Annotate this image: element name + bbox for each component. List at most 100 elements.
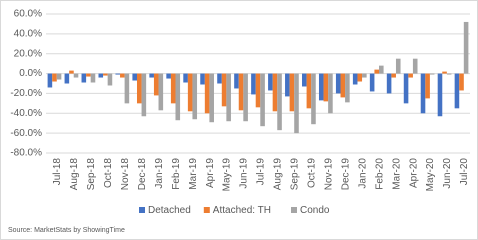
bar <box>136 73 142 104</box>
bar <box>183 73 188 83</box>
bar <box>170 73 176 104</box>
bar <box>98 73 104 78</box>
bar <box>328 73 333 114</box>
bar <box>379 65 384 74</box>
x-tick-label: Aug-19 <box>273 158 284 191</box>
x-tick-label: Apr-19 <box>205 158 216 188</box>
legend-swatch <box>203 207 210 213</box>
bar <box>459 73 464 91</box>
bar <box>103 73 108 76</box>
bar <box>158 73 164 111</box>
bar <box>463 21 469 74</box>
bar <box>335 73 341 94</box>
x-tick-label: Sep-18 <box>86 158 97 191</box>
bar <box>357 73 363 82</box>
bar <box>124 73 130 104</box>
bar <box>234 73 239 89</box>
x-tick-label: Jan-20 <box>357 158 368 189</box>
x-tick-label: Feb-20 <box>374 158 385 190</box>
legend-label: Attached: TH <box>213 205 271 216</box>
bar <box>306 73 312 109</box>
bar <box>285 73 290 97</box>
y-tick-label: 60.0% <box>14 9 42 20</box>
bar <box>311 73 316 125</box>
bar <box>251 73 256 95</box>
bar <box>352 73 358 85</box>
bar <box>425 73 430 99</box>
x-tick-label: Nov-19 <box>323 158 334 191</box>
source-note: Source: MarketStats by ShowingTime <box>8 227 125 234</box>
y-tick-label: -40.0% <box>10 108 42 119</box>
bar <box>437 73 443 117</box>
legend-swatch <box>139 207 145 213</box>
bar <box>243 73 248 122</box>
x-tick-label: Apr-20 <box>408 158 419 188</box>
bar <box>408 73 413 78</box>
bar <box>277 73 282 131</box>
x-tick-label: Mar-19 <box>188 158 199 190</box>
bar <box>64 73 70 84</box>
x-tick-label: Jul-18 <box>52 158 63 186</box>
bar <box>369 73 375 92</box>
bar <box>149 73 154 78</box>
bar <box>289 73 295 112</box>
bar <box>73 73 79 78</box>
bar <box>238 73 244 111</box>
y-tick-label: 0.0% <box>19 68 42 79</box>
x-tick-label: Oct-19 <box>307 158 318 188</box>
x-tick-label: Jul-19 <box>256 158 267 186</box>
bar <box>217 73 222 84</box>
bar <box>318 73 324 101</box>
bar <box>260 73 265 127</box>
bar <box>90 73 96 83</box>
y-tick-label: -80.0% <box>10 148 42 159</box>
bar <box>374 69 380 74</box>
bar <box>395 58 401 74</box>
bar <box>86 73 91 77</box>
bar <box>362 73 367 78</box>
bar <box>187 73 193 112</box>
x-tick-label: Jul-20 <box>459 158 470 186</box>
legend-label: Detached <box>148 205 191 216</box>
legend-swatch <box>291 207 297 213</box>
bar <box>69 70 74 74</box>
bar <box>268 73 273 91</box>
bar <box>56 73 62 80</box>
y-tick-label: -60.0% <box>10 128 42 139</box>
bar <box>255 73 261 108</box>
bar <box>412 58 418 74</box>
bar <box>454 73 460 109</box>
x-tick-label: Jun-19 <box>239 158 250 189</box>
bar <box>294 73 299 134</box>
bar <box>200 73 205 85</box>
bar <box>204 73 210 114</box>
legend-label: Condo <box>300 205 330 216</box>
bar <box>132 73 137 81</box>
x-tick-label: Dec-19 <box>340 158 351 191</box>
bar <box>221 73 227 107</box>
bar <box>446 73 452 75</box>
x-tick-label: Jan-19 <box>154 158 165 189</box>
x-tick-label: Dec-18 <box>137 158 148 191</box>
bar <box>226 73 231 122</box>
bar <box>340 73 346 98</box>
bar <box>166 73 171 79</box>
bar <box>442 71 447 74</box>
x-tick-label: Sep-19 <box>290 158 301 191</box>
bar <box>81 73 87 83</box>
bar <box>323 73 329 102</box>
bar <box>107 73 113 86</box>
x-tick-label: Feb-19 <box>171 158 182 190</box>
bar <box>192 73 198 120</box>
bar <box>141 73 147 117</box>
bar <box>115 73 121 75</box>
y-tick-label: 40.0% <box>14 28 42 39</box>
y-tick-label: 20.0% <box>14 48 42 59</box>
x-tick-label: May-20 <box>425 158 436 192</box>
bar <box>391 73 396 78</box>
bar <box>429 73 435 75</box>
x-tick-label: Jun-20 <box>442 158 453 189</box>
bar <box>120 73 125 78</box>
